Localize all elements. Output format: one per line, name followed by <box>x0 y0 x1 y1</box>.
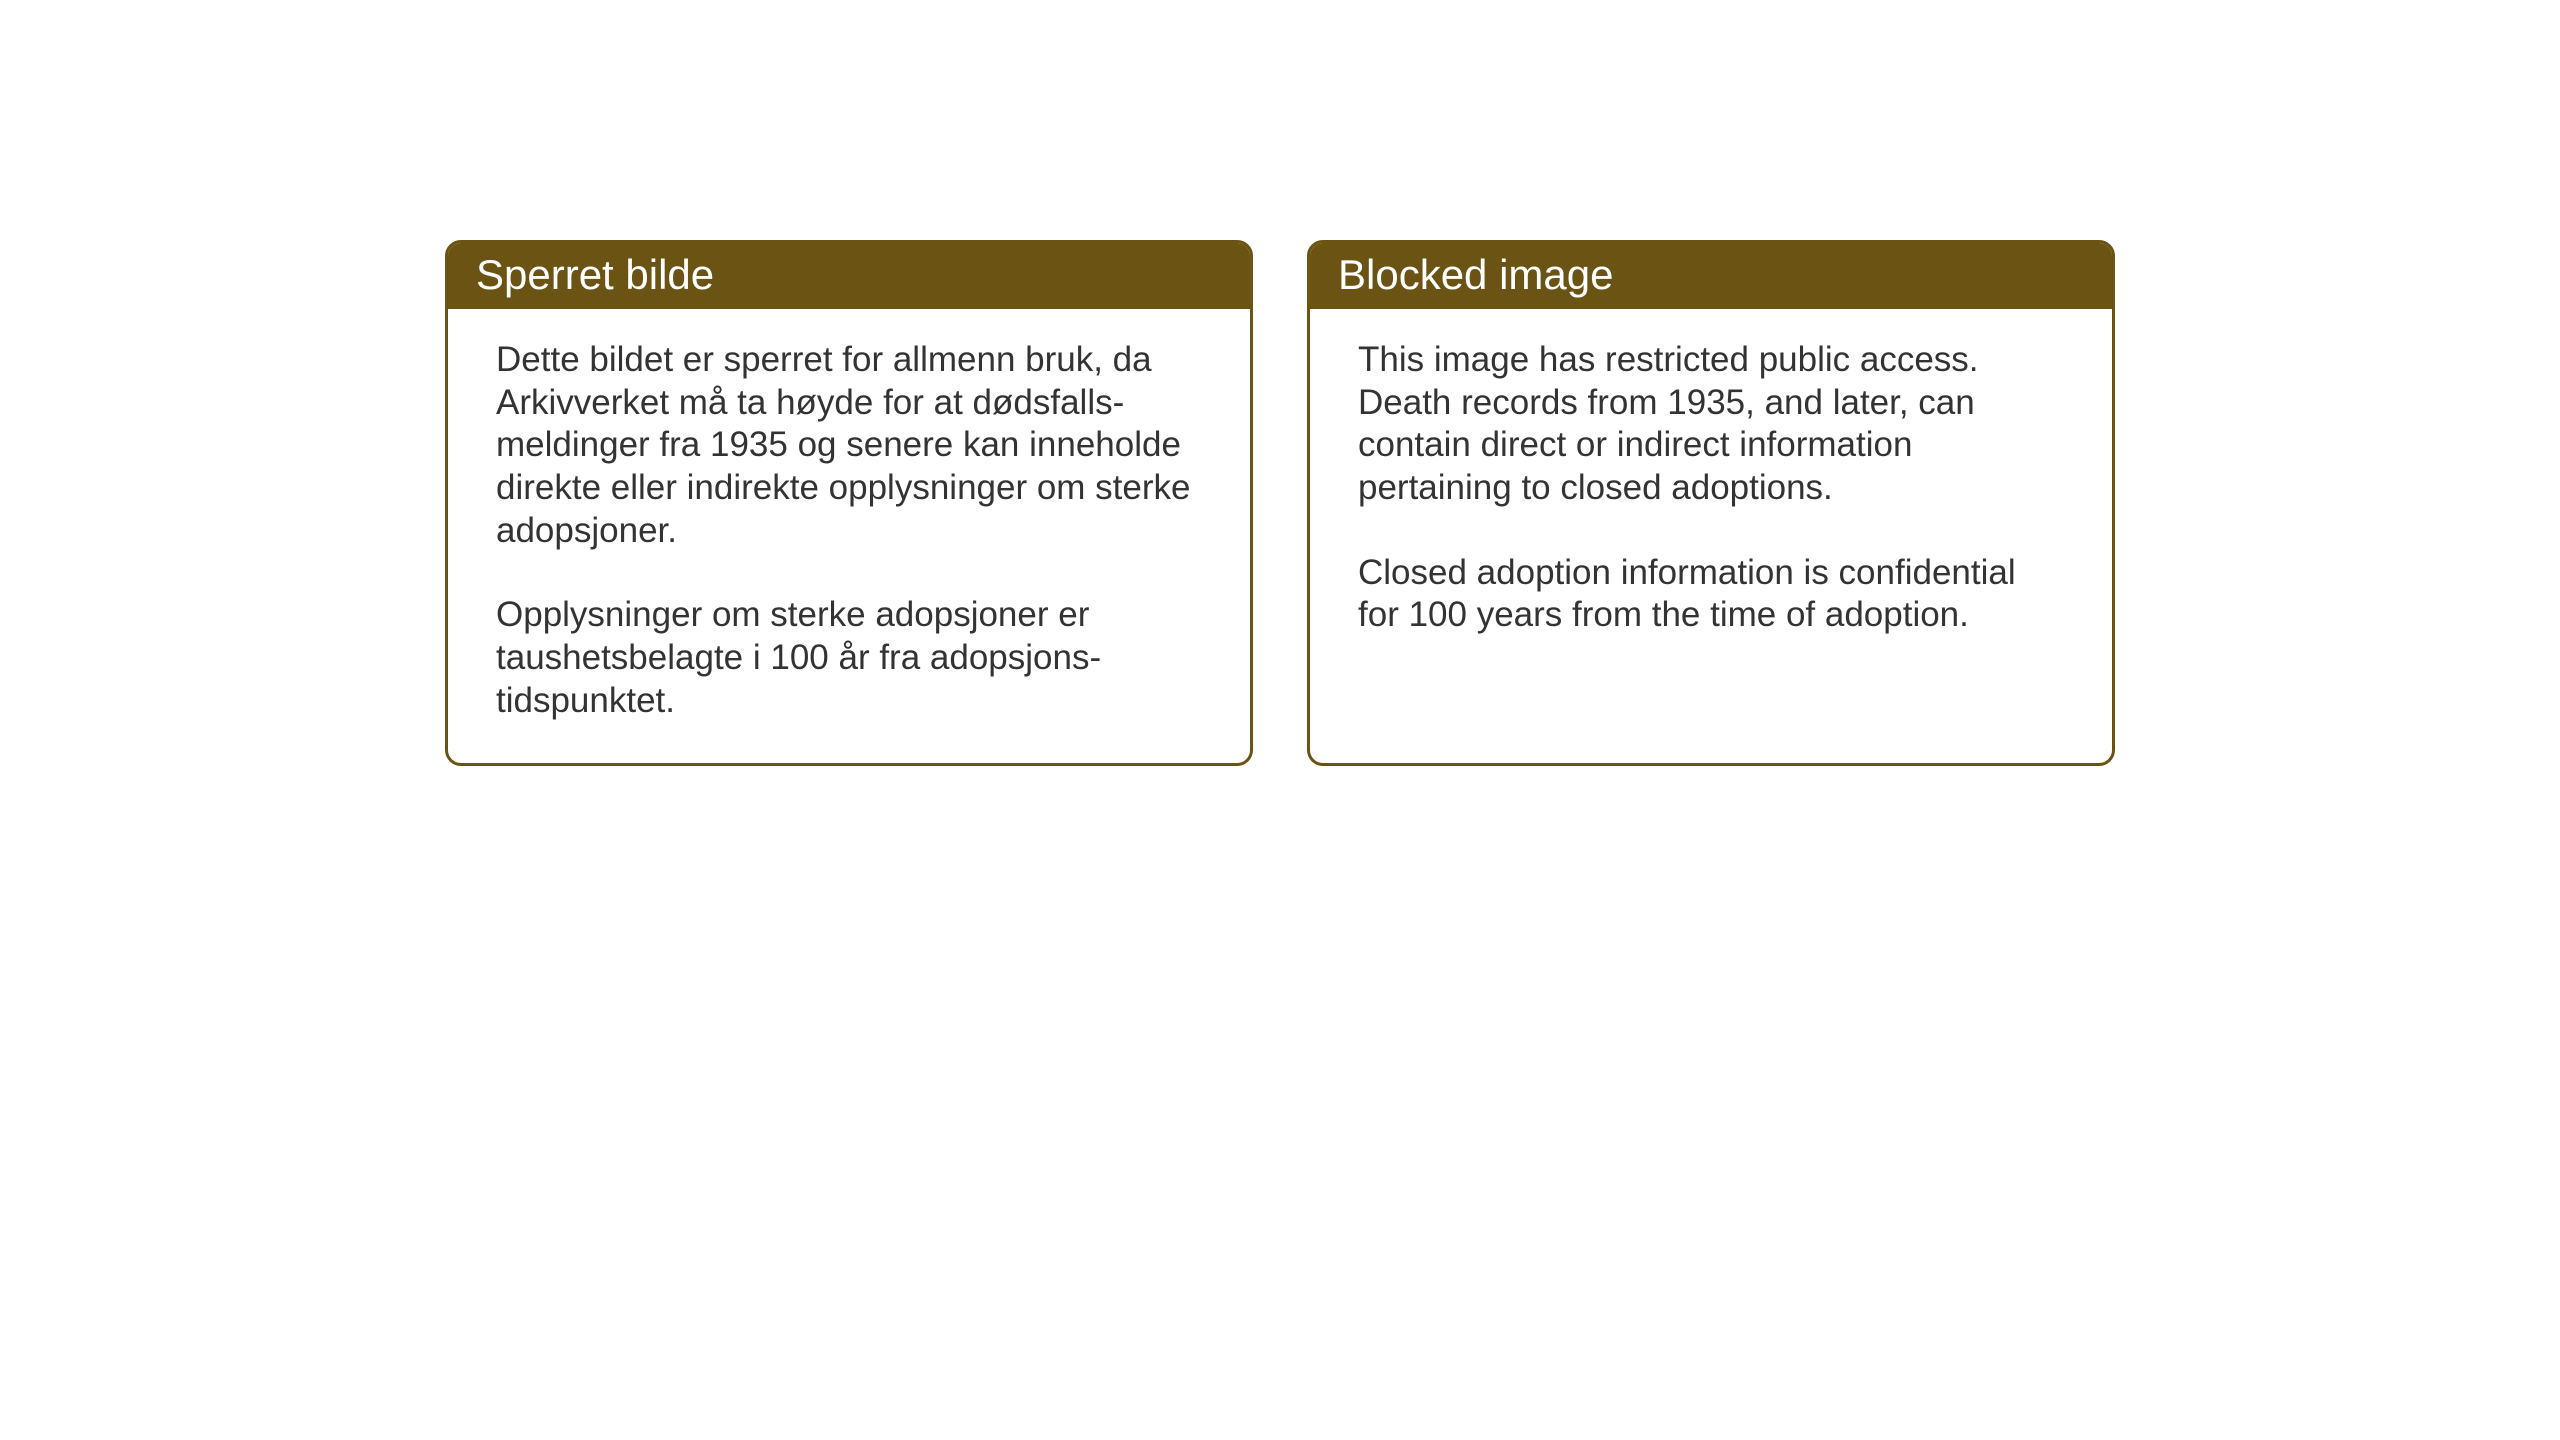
notice-body-norwegian: Dette bildet er sperret for allmenn bruk… <box>448 309 1250 763</box>
notice-card-norwegian: Sperret bilde Dette bildet er sperret fo… <box>445 240 1253 766</box>
notice-title-norwegian: Sperret bilde <box>448 243 1250 309</box>
notice-paragraph-2-norwegian: Opplysninger om sterke adopsjoner er tau… <box>496 594 1202 722</box>
notice-card-english: Blocked image This image has restricted … <box>1307 240 2115 766</box>
notice-paragraph-2-english: Closed adoption information is confident… <box>1358 552 2064 637</box>
notice-title-english: Blocked image <box>1310 243 2112 309</box>
notice-container: Sperret bilde Dette bildet er sperret fo… <box>445 240 2115 766</box>
notice-body-english: This image has restricted public access.… <box>1310 309 2112 677</box>
notice-paragraph-1-norwegian: Dette bildet er sperret for allmenn bruk… <box>496 339 1202 552</box>
notice-paragraph-1-english: This image has restricted public access.… <box>1358 339 2064 510</box>
